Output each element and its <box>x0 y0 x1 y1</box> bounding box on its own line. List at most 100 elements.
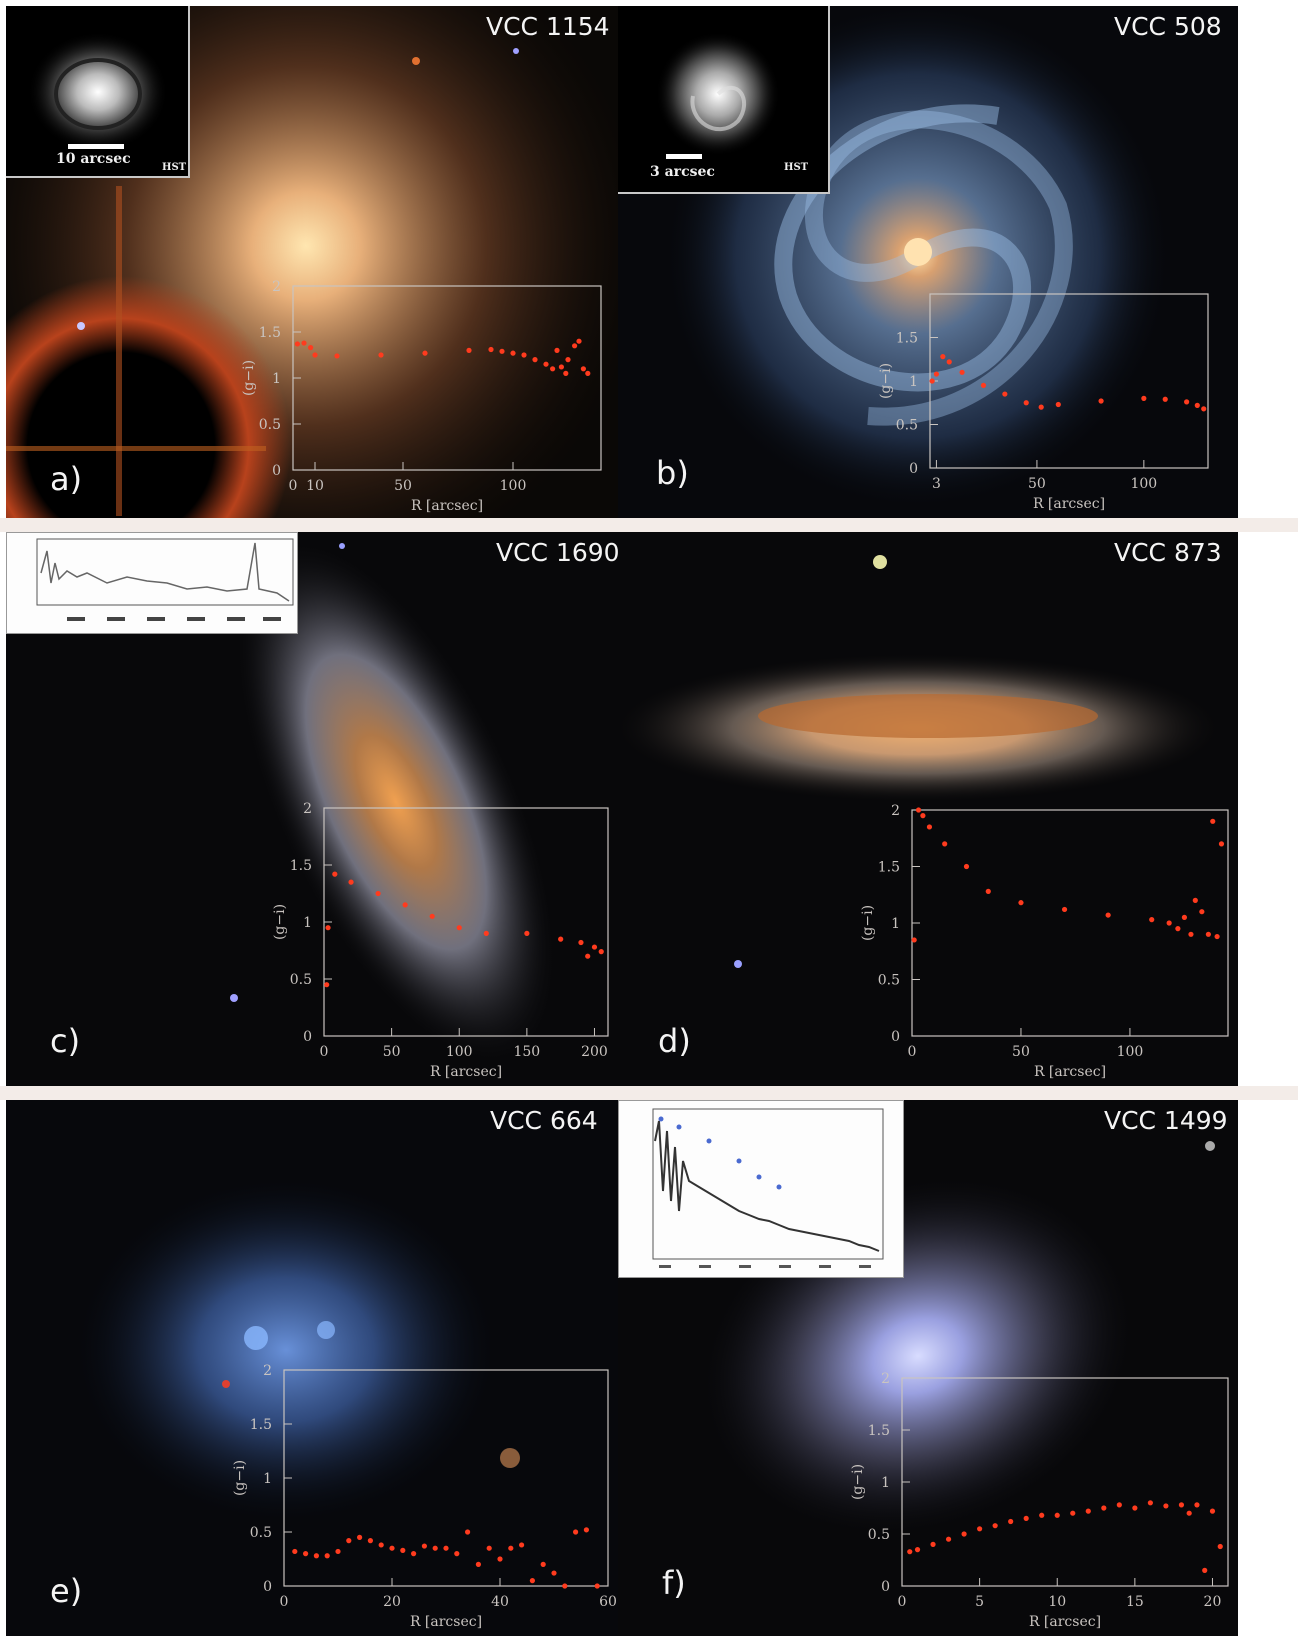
panel-label-d: d) <box>658 1022 691 1060</box>
x-tick-label: 20 <box>1204 1594 1222 1610</box>
data-point <box>1184 399 1190 405</box>
data-point <box>308 345 314 351</box>
color-profile-chart-f: 00.511.520 5 10 15 20R [arcsec](g−i) <box>850 1371 1229 1630</box>
data-point <box>1101 1505 1107 1511</box>
x-tick-label: 100 <box>446 1044 473 1060</box>
data-point <box>1205 931 1211 937</box>
x-axis-label: R [arcsec] <box>1034 1064 1106 1080</box>
data-point <box>1194 1502 1200 1508</box>
data-point <box>508 1545 514 1551</box>
data-point <box>562 1583 568 1589</box>
y-tick-label: 0.5 <box>290 972 312 988</box>
separator-1 <box>0 518 1298 532</box>
inset-scale-b: 3 arcsec <box>650 164 715 180</box>
panel-a: 10 arcsec HST VCC 1154 a) 0 0.5 1 1.5 2 0 10 50… <box>6 6 646 518</box>
galaxy-name-b: VCC 508 <box>1114 12 1222 41</box>
data-point <box>1181 914 1188 920</box>
data-point <box>980 382 987 388</box>
galaxy-image-e <box>6 1100 618 1636</box>
data-point <box>400 1547 406 1553</box>
data-point <box>1163 1503 1169 1509</box>
y-tick-label: 2 <box>272 279 281 295</box>
y-tick-label: 2 <box>881 1371 890 1387</box>
x-tick-label: 100 <box>500 478 527 494</box>
data-point <box>576 338 582 344</box>
data-point <box>1141 395 1147 401</box>
x-tick-label: 60 <box>599 1594 617 1610</box>
x-axis-label: R [arcsec] <box>1033 496 1105 512</box>
y-tick-label: 2 <box>263 1363 272 1379</box>
x-tick-label: 50 <box>1028 476 1046 492</box>
data-point <box>402 902 408 908</box>
y-tick-label: 1 <box>909 374 918 390</box>
data-point <box>1201 406 1207 412</box>
y-tick-label: 1 <box>303 915 312 931</box>
inset-scale-a: 10 arcsec <box>56 151 131 167</box>
plot-frame <box>901 1377 1229 1587</box>
data-point <box>488 346 494 353</box>
y-tick-label: 1 <box>891 916 900 932</box>
data-point <box>1217 1543 1223 1550</box>
y-tick-label: 0 <box>272 463 281 479</box>
data-point <box>1214 933 1220 940</box>
x-tick-label: 10 <box>306 478 324 494</box>
x-tick-label: 10 <box>1048 1594 1066 1610</box>
data-point <box>1061 906 1068 913</box>
data-point <box>930 1541 936 1547</box>
spectrum-inset-f <box>618 1100 904 1278</box>
data-point <box>367 1538 373 1544</box>
y-tick-label: 0.5 <box>259 417 281 433</box>
data-point <box>335 1548 341 1555</box>
panel-label-a: a) <box>50 460 83 498</box>
spectrum-plot-c <box>36 538 294 621</box>
panel-label-f: f) <box>662 1564 686 1602</box>
data-point <box>1002 391 1008 397</box>
data-point <box>1070 1510 1076 1516</box>
data-point <box>421 1543 427 1549</box>
data-point <box>594 1583 600 1589</box>
galaxy-name-a: VCC 1154 <box>486 12 610 41</box>
data-point <box>443 1545 449 1551</box>
data-point <box>945 1536 952 1542</box>
data-point <box>378 352 384 358</box>
x-tick-label: 0 <box>908 1044 917 1060</box>
data-point <box>550 366 556 372</box>
y-tick-label: 1.5 <box>896 331 918 347</box>
panel-label-b: b) <box>656 454 689 492</box>
data-point <box>529 1578 535 1584</box>
data-point <box>933 371 940 377</box>
data-point <box>977 1526 983 1532</box>
data-point <box>332 871 338 877</box>
y-tick-label: 1 <box>881 1475 890 1491</box>
data-point <box>1209 1508 1216 1514</box>
data-point <box>510 350 516 356</box>
data-point <box>1202 1567 1208 1573</box>
data-point <box>1186 1510 1192 1516</box>
data-point <box>334 353 340 359</box>
y-axis-label: (g−i) <box>860 905 876 941</box>
x-tick-label: 0 <box>280 1594 289 1610</box>
data-point <box>389 1545 395 1551</box>
data-point <box>313 1553 319 1559</box>
plot-frame <box>929 293 1209 469</box>
x-tick-label: 200 <box>581 1044 608 1060</box>
panel-d: VCC 873 d) 0 0.5 1 1.5 2 0 50 100 R [arcsec] (g−i… <box>618 532 1238 1086</box>
data-point <box>324 982 330 988</box>
data-point <box>573 1529 579 1535</box>
panel-b: 3 arcsec HST VCC 508 b) 0 0.5 1 1.5 3 50 100 R … <box>618 6 1238 518</box>
y-axis-label: (g−i) <box>878 363 894 399</box>
galaxy-image-d <box>618 532 1238 1086</box>
y-tick-label: 1.5 <box>878 860 900 876</box>
hst-inset-a: 10 arcsec HST <box>6 6 190 178</box>
inset-tag-b: HST <box>784 162 809 173</box>
data-point <box>348 879 354 885</box>
inset-tag-a: HST <box>162 162 187 173</box>
data-point <box>429 913 435 919</box>
data-point <box>1008 1518 1014 1525</box>
data-point <box>301 340 307 346</box>
data-point <box>963 863 970 870</box>
color-profile-chart-b: 0 0.5 1 1.5 3 50 100 R [arcsec] (g−i) <box>878 293 1209 512</box>
y-tick-label: 0 <box>881 1579 890 1595</box>
y-tick-label: 1.5 <box>290 858 312 874</box>
data-point <box>558 936 564 942</box>
